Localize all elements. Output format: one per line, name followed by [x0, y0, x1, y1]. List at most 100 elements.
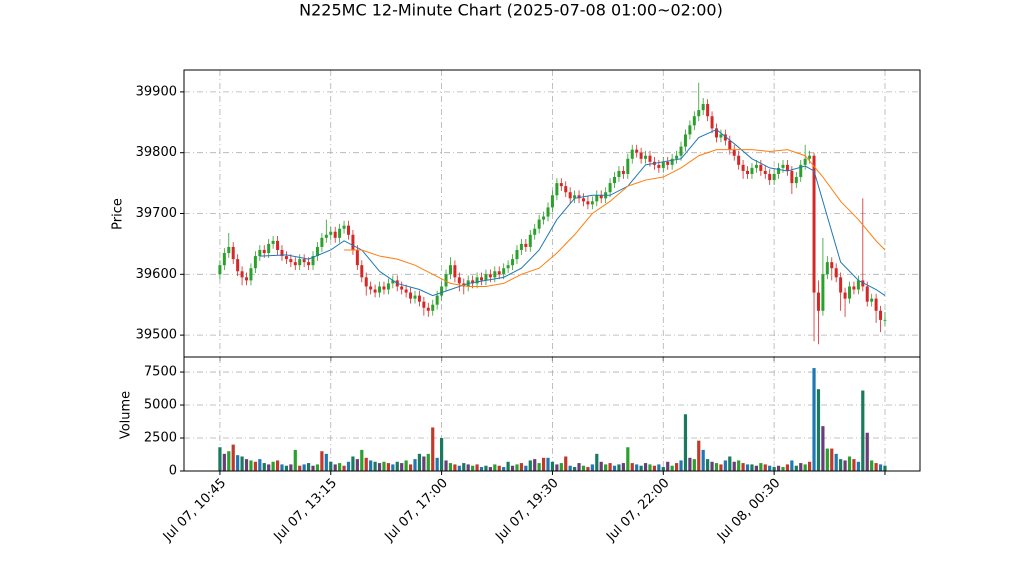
volume-bar: [306, 463, 311, 471]
candle-body: [675, 155, 679, 159]
candle-body: [409, 292, 413, 299]
volume-bar: [781, 467, 785, 471]
volume-bar: [745, 464, 750, 471]
candle-body: [320, 237, 324, 247]
candle-body: [586, 201, 590, 205]
volume-bar: [528, 460, 532, 471]
candle-body: [808, 155, 812, 159]
candle-body: [830, 262, 834, 269]
candle-body: [581, 198, 585, 202]
volume-bar: [533, 459, 537, 471]
candle-body: [315, 246, 319, 257]
candle-body: [839, 277, 843, 293]
candle-body: [373, 289, 377, 293]
candle-body: [542, 216, 546, 220]
candle-body: [834, 268, 838, 278]
candle-body: [666, 161, 670, 165]
volume-bar: [524, 465, 528, 471]
candle-body: [364, 277, 368, 287]
candle-body: [719, 134, 723, 138]
candle-body: [706, 104, 710, 117]
moving-average-line: [259, 129, 886, 297]
volume-bar: [333, 464, 337, 471]
y-tick-label: 2500: [144, 431, 177, 446]
volume-bar: [413, 459, 417, 471]
candle-body: [812, 155, 816, 293]
x-tick-label: Jul 07, 17:00: [382, 476, 451, 545]
candle-body: [772, 173, 776, 181]
candle-body: [506, 265, 510, 269]
candle-body: [697, 110, 701, 117]
volume-bar: [830, 448, 834, 471]
volume-bar: [453, 464, 457, 471]
y-tick-label: 7500: [144, 365, 177, 380]
volume-bar: [515, 464, 519, 471]
candle-body: [741, 164, 745, 171]
volume-bar: [417, 453, 422, 471]
volume-bar: [785, 464, 790, 471]
candle-body: [293, 262, 297, 266]
volume-bar: [732, 461, 736, 471]
volume-bar: [258, 459, 262, 471]
candle-body: [550, 195, 554, 208]
candle-body: [342, 225, 346, 229]
candle-body: [617, 170, 621, 178]
candle-body: [648, 155, 652, 162]
volume-bar: [289, 464, 293, 471]
volume-bar: [816, 389, 821, 471]
candle-body: [794, 177, 798, 184]
candle-body: [258, 249, 262, 257]
volume-bar: [714, 463, 719, 471]
candle-body: [595, 195, 599, 202]
volume-bar: [555, 464, 559, 471]
candle-body: [488, 274, 492, 278]
candle-body: [777, 167, 781, 174]
y-tick-label: 39800: [136, 145, 177, 160]
volume-bar: [648, 464, 652, 471]
volume-bar: [298, 465, 302, 471]
candle-body: [440, 286, 444, 296]
candle-body: [360, 265, 364, 278]
y-tick-label: 39600: [136, 267, 177, 282]
volume-bar: [493, 464, 497, 471]
volume-bar: [883, 465, 887, 471]
candle-body: [484, 274, 488, 281]
candle-body: [746, 170, 750, 174]
candle-body: [253, 256, 257, 269]
candle-body: [644, 155, 648, 159]
candle-body: [723, 134, 727, 141]
volume-bar: [772, 467, 776, 471]
volume-bar: [719, 464, 723, 471]
candle-body: [559, 183, 563, 187]
volume-bar: [573, 467, 577, 471]
candle-body: [311, 256, 315, 266]
candle-body: [692, 116, 696, 126]
candle-body: [759, 164, 763, 171]
volume-bar: [320, 451, 324, 471]
candle-body: [524, 243, 528, 247]
volume-bar: [240, 456, 244, 471]
candle-body: [444, 274, 448, 287]
candle-body: [329, 231, 333, 235]
candle-body: [555, 183, 559, 196]
volume-bar: [448, 463, 453, 471]
volume-bar: [249, 460, 253, 471]
moving-average-line: [344, 149, 886, 287]
volume-bar: [355, 459, 359, 471]
volume-bar: [639, 465, 643, 471]
volume-bar: [666, 461, 670, 471]
volume-bar: [768, 465, 772, 471]
volume-bar: [293, 449, 297, 471]
volume-bar: [324, 453, 328, 471]
candle-body: [502, 268, 506, 275]
candle-body: [276, 240, 280, 250]
volume-bar: [218, 447, 222, 471]
plot-frame: [183, 356, 921, 472]
chart-title: N225MC 12-Minute Chart (2025-07-08 01:00…: [299, 1, 723, 20]
candle-body: [435, 295, 439, 305]
candle-body: [267, 243, 271, 254]
x-tick-label: Jul 07, 22:00: [603, 476, 672, 545]
volume-bar: [692, 459, 696, 471]
candle-body: [391, 280, 395, 284]
volume-bar: [377, 463, 382, 471]
